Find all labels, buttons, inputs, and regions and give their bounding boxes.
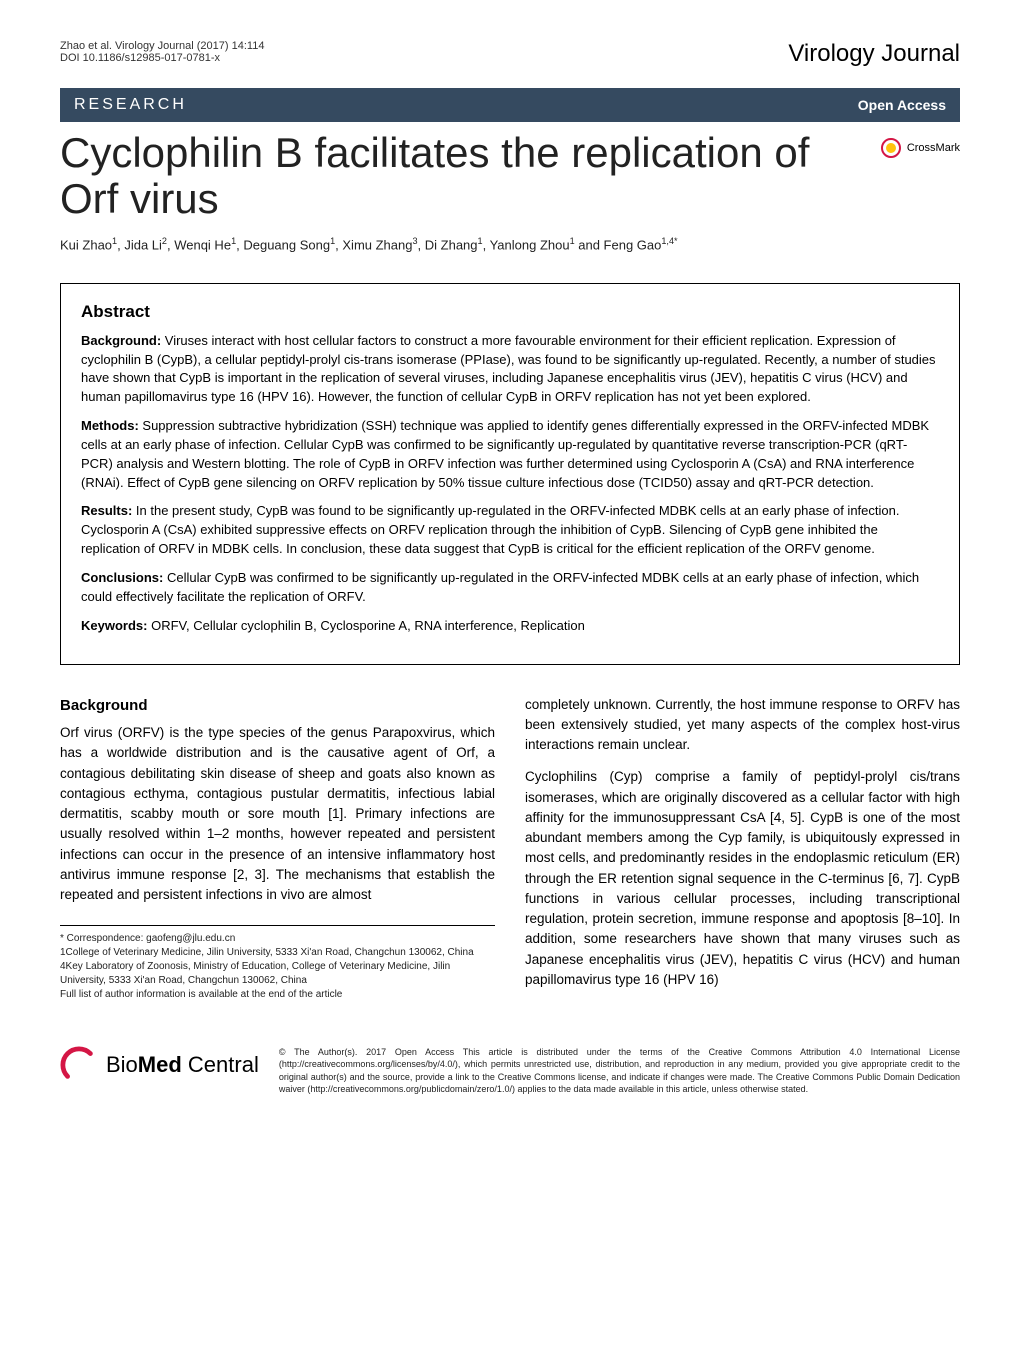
logo-bio: Bio xyxy=(106,1052,138,1077)
open-access-label: Open Access xyxy=(858,97,946,113)
full-author-list-note: Full list of author information is avail… xyxy=(60,988,495,1002)
abstract-methods-text: Suppression subtractive hybridization (S… xyxy=(81,418,929,490)
keywords-label: Keywords: xyxy=(81,618,147,633)
article-type-banner: RESEARCH Open Access xyxy=(60,88,960,122)
logo-central: Central xyxy=(182,1052,259,1077)
abstract-heading: Abstract xyxy=(81,302,939,322)
abstract-conclusions-text: Cellular CypB was confirmed to be signif… xyxy=(81,570,919,604)
left-column: Background Orf virus (ORFV) is the type … xyxy=(60,695,495,1003)
background-heading: Background xyxy=(60,695,495,718)
citation-line2: DOI 10.1186/s12985-017-0781-x xyxy=(60,52,264,64)
right-column: completely unknown. Currently, the host … xyxy=(525,695,960,1003)
citation-line1: Zhao et al. Virology Journal (2017) 14:1… xyxy=(60,40,264,52)
crossmark-badge[interactable]: CrossMark xyxy=(881,138,960,158)
footer-bar: BioMed Central © The Author(s). 2017 Ope… xyxy=(60,1032,960,1109)
article-title: Cyclophilin B facilitates the replicatio… xyxy=(60,130,861,222)
biomed-central-logo: BioMed Central xyxy=(60,1046,259,1084)
logo-med: Med xyxy=(138,1052,182,1077)
crossmark-label: CrossMark xyxy=(907,142,960,154)
journal-name: Virology Journal xyxy=(788,40,960,68)
abstract-background: Background: Viruses interact with host c… xyxy=(81,332,939,407)
para-2: completely unknown. Currently, the host … xyxy=(525,695,960,756)
abstract-conclusions-label: Conclusions: xyxy=(81,570,163,585)
correspondence: * Correspondence: gaofeng@jlu.edu.cn xyxy=(60,932,495,946)
header-top: Zhao et al. Virology Journal (2017) 14:1… xyxy=(60,40,960,68)
para-1: Orf virus (ORFV) is the type species of … xyxy=(60,723,495,905)
abstract-results-text: In the present study, CypB was found to … xyxy=(81,503,899,556)
author-list: Kui Zhao1, Jida Li2, Wenqi He1, Deguang … xyxy=(60,236,960,252)
affiliation-4: 4Key Laboratory of Zoonosis, Ministry of… xyxy=(60,960,495,988)
keywords-text: ORFV, Cellular cyclophilin B, Cyclospori… xyxy=(147,618,584,633)
abstract-results-label: Results: xyxy=(81,503,132,518)
citation: Zhao et al. Virology Journal (2017) 14:1… xyxy=(60,40,264,64)
abstract-background-text: Viruses interact with host cellular fact… xyxy=(81,333,936,405)
bmc-arc-icon xyxy=(60,1046,98,1084)
footnotes: * Correspondence: gaofeng@jlu.edu.cn 1Co… xyxy=(60,925,495,1002)
abstract-methods-label: Methods: xyxy=(81,418,139,433)
article-type-label: RESEARCH xyxy=(74,96,187,114)
main-columns: Background Orf virus (ORFV) is the type … xyxy=(60,695,960,1003)
license-text: © The Author(s). 2017 Open Access This a… xyxy=(279,1046,960,1095)
title-row: Cyclophilin B facilitates the replicatio… xyxy=(60,130,960,222)
abstract-box: Abstract Background: Viruses interact wi… xyxy=(60,283,960,665)
abstract-methods: Methods: Suppression subtractive hybridi… xyxy=(81,417,939,492)
abstract-background-label: Background: xyxy=(81,333,161,348)
affiliation-1: 1College of Veterinary Medicine, Jilin U… xyxy=(60,946,495,960)
abstract-conclusions: Conclusions: Cellular CypB was confirmed… xyxy=(81,569,939,607)
abstract-results: Results: In the present study, CypB was … xyxy=(81,502,939,559)
para-3: Cyclophilins (Cyp) comprise a family of … xyxy=(525,767,960,990)
crossmark-icon xyxy=(881,138,901,158)
abstract-keywords: Keywords: ORFV, Cellular cyclophilin B, … xyxy=(81,617,939,636)
